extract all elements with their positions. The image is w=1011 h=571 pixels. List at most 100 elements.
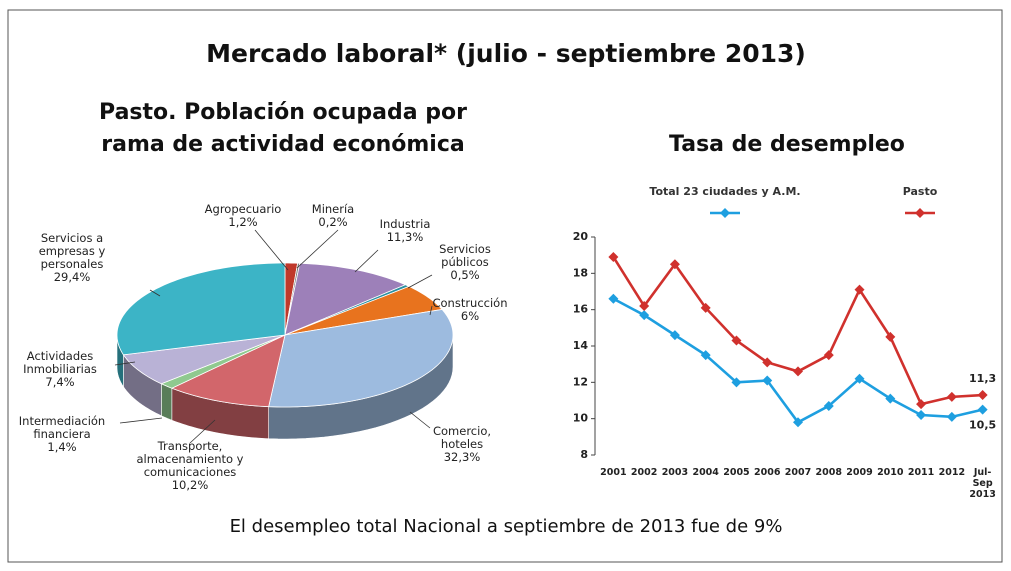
legend-label: Pasto bbox=[903, 185, 938, 198]
y-tick-label: 16 bbox=[573, 303, 589, 316]
x-tick-label: 2011 bbox=[907, 467, 935, 478]
pie-sides bbox=[116, 334, 454, 440]
x-tick-label: 2002 bbox=[630, 467, 658, 478]
category-label: Actividades Inmobiliarias bbox=[23, 349, 97, 376]
x-tick-label: 2005 bbox=[723, 467, 750, 478]
slice-label: Servicios a empresas y personales 29,4% bbox=[20, 232, 124, 284]
pie-slice bbox=[268, 308, 454, 408]
x-tick-label: 2006 bbox=[753, 467, 781, 478]
x-tick-label: 2003 bbox=[661, 467, 689, 478]
x-tick-label: Jul-Sep 2013 bbox=[969, 467, 996, 500]
chart-title: Pasto. Población ocupada por rama de act… bbox=[99, 100, 467, 157]
y-tick-label: 12 bbox=[573, 375, 588, 388]
y-tick-label: 8 bbox=[580, 448, 588, 461]
value-label: 0,2% bbox=[318, 215, 348, 229]
category-label: Comercio, hoteles bbox=[432, 424, 492, 451]
pie-slice bbox=[170, 334, 286, 408]
slice-label: Minería 0,2% bbox=[298, 203, 368, 229]
pie-slice bbox=[284, 285, 443, 336]
value-label: 29,4% bbox=[53, 270, 91, 284]
leader-line bbox=[429, 305, 433, 316]
leader-line bbox=[114, 361, 136, 366]
point bbox=[669, 330, 680, 341]
legend-marker bbox=[915, 208, 925, 218]
category-label: Minería bbox=[311, 202, 355, 216]
data-label: 11,3 bbox=[969, 372, 996, 385]
leader-line bbox=[254, 229, 289, 271]
category-label: Transporte, almacenamiento y comunicacio… bbox=[136, 439, 244, 479]
y-tick-label: 20 bbox=[573, 230, 589, 243]
point bbox=[731, 377, 742, 388]
value-label: 7,4% bbox=[45, 375, 75, 389]
point bbox=[885, 393, 896, 404]
point bbox=[946, 391, 957, 402]
slice-label: Actividades Inmobiliarias 7,4% bbox=[5, 350, 115, 389]
pie-slice bbox=[122, 334, 286, 385]
point bbox=[608, 293, 619, 304]
x-tick-label: 2001 bbox=[600, 467, 627, 478]
point bbox=[946, 411, 957, 422]
leader-line bbox=[407, 274, 433, 289]
value-label: 11,3% bbox=[386, 230, 424, 244]
slice-label: Transporte, almacenamiento y comunicacio… bbox=[115, 440, 265, 492]
pie-side bbox=[161, 383, 173, 421]
point bbox=[854, 284, 865, 295]
point bbox=[762, 375, 773, 386]
point bbox=[731, 335, 742, 346]
value-label: 32,3% bbox=[443, 450, 481, 464]
value-label: 10,2% bbox=[171, 478, 209, 492]
data-label: 10,5 bbox=[969, 419, 996, 432]
point bbox=[669, 259, 680, 270]
slice-label: Construcción 6% bbox=[415, 297, 525, 323]
point bbox=[854, 373, 865, 384]
frame bbox=[7, 9, 1003, 563]
value-label: 6% bbox=[460, 309, 480, 323]
x-tick-label: 2010 bbox=[877, 467, 904, 478]
category-label: Servicios públicos bbox=[439, 242, 491, 269]
point bbox=[977, 390, 988, 401]
main-title: Mercado laboral* (julio - septiembre 201… bbox=[206, 39, 806, 68]
point bbox=[977, 404, 988, 415]
point bbox=[639, 310, 650, 321]
point bbox=[639, 301, 650, 312]
slice-label: Comercio, hoteles 32,3% bbox=[417, 425, 507, 464]
legend-label: Total 23 ciudades y A.M. bbox=[649, 185, 800, 198]
point bbox=[823, 350, 834, 361]
pie-slice bbox=[116, 262, 286, 356]
leader-line bbox=[354, 249, 379, 273]
y-tick-label: 18 bbox=[573, 266, 588, 279]
point bbox=[823, 400, 834, 411]
value-label: 1,2% bbox=[228, 215, 258, 229]
y-tick-label: 10 bbox=[573, 412, 589, 425]
category-label: Construcción bbox=[432, 296, 508, 310]
chart-title: Tasa de desempleo bbox=[669, 132, 905, 157]
slice-label: Intermediación financiera 1,4% bbox=[0, 415, 124, 454]
point bbox=[762, 357, 773, 368]
point bbox=[916, 410, 927, 421]
footnote: El desempleo total Nacional a septiembre… bbox=[230, 516, 783, 537]
value-label: 1,4% bbox=[47, 440, 77, 454]
leader-line bbox=[409, 411, 431, 429]
legend-marker bbox=[720, 208, 730, 218]
point bbox=[885, 331, 896, 342]
point bbox=[700, 302, 711, 313]
leader-line bbox=[119, 417, 163, 424]
x-tick-label: 2004 bbox=[692, 467, 719, 478]
slice-label: Servicios públicos 0,5% bbox=[425, 243, 505, 282]
slice-label: Industria 11,3% bbox=[365, 218, 445, 244]
y-tick-label: 14 bbox=[573, 339, 589, 352]
category-label: Agropecuario bbox=[204, 202, 282, 216]
point bbox=[793, 366, 803, 377]
x-tick-label: 2012 bbox=[938, 467, 966, 478]
leader-line bbox=[189, 419, 216, 444]
category-label: Industria bbox=[379, 217, 431, 231]
category-label: Intermediación financiera bbox=[18, 414, 106, 441]
point bbox=[700, 350, 711, 361]
value-label: 0,5% bbox=[450, 268, 480, 282]
point bbox=[916, 399, 927, 410]
x-tick-label: 2009 bbox=[846, 467, 873, 478]
slice-label: Agropecuario 1,2% bbox=[193, 203, 293, 229]
point bbox=[608, 251, 619, 262]
